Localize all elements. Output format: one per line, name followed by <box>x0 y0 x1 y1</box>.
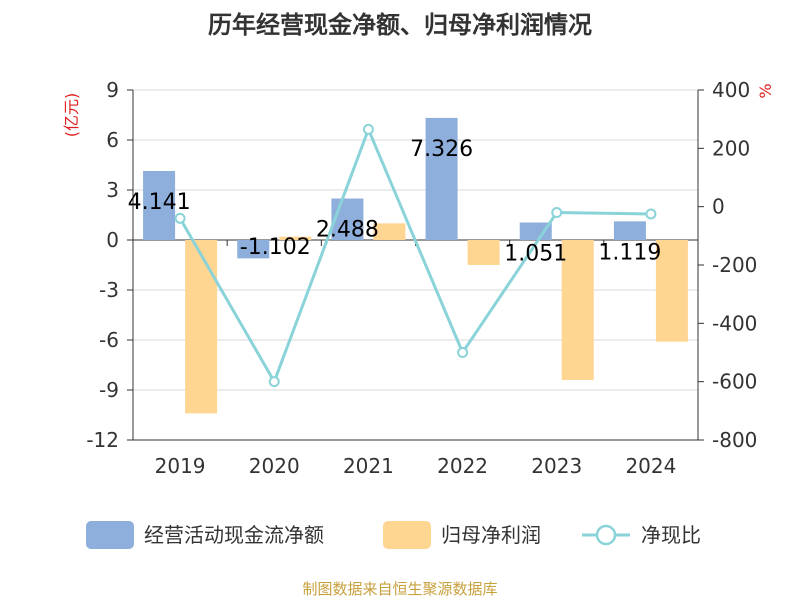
cash-flow-bar <box>613 221 646 240</box>
x-tick-label: 2021 <box>343 454 394 478</box>
cash-flow-bar <box>237 240 270 259</box>
cash-flow-data-label: 1.119 <box>598 240 661 265</box>
y-left-tick-label: -12 <box>86 428 119 452</box>
ratio-point <box>174 212 186 224</box>
legend-swatch-cash-flow <box>86 521 134 549</box>
cash-flow-data-label: 4.141 <box>128 190 191 215</box>
y-right-tick-label: -800 <box>712 428 757 452</box>
cash-flow-bar <box>519 222 552 240</box>
x-tick-label: 2023 <box>531 454 582 478</box>
cash-flow-data-label: 7.326 <box>410 137 473 162</box>
net-profit-bar <box>279 236 312 240</box>
y-left-tick-label: -3 <box>99 278 119 302</box>
ratio-point <box>268 376 280 388</box>
cash-flow-bar <box>425 117 458 240</box>
x-tick-label: 2020 <box>249 454 300 478</box>
ratio-point <box>645 208 657 220</box>
net-profit-bar <box>655 240 688 342</box>
y-right-tick-label: -600 <box>712 370 757 394</box>
y-right-axis-label: % <box>756 83 775 98</box>
ratio-point <box>362 123 374 135</box>
y-right-tick-label: 0 <box>712 195 725 219</box>
axes <box>127 89 704 441</box>
y-left-tick-label: 9 <box>106 78 119 102</box>
ratio-point <box>457 347 469 358</box>
y-right-tick-label: -400 <box>712 311 757 335</box>
y-right-tick-label: 200 <box>712 136 750 160</box>
x-tick-label: 2019 <box>155 454 206 478</box>
cash-flow-data-label: 1.051 <box>504 241 567 266</box>
legend-label-cash-flow: 经营活动现金流净额 <box>144 523 324 547</box>
chart-title: 历年经营现金净额、归母净利润情况 <box>208 11 592 39</box>
legend[interactable]: 经营活动现金流净额 归母净利润 净现比 <box>86 521 701 549</box>
source-note: 制图数据来自恒生聚源数据库 <box>302 580 497 598</box>
y-left-tick-label: 0 <box>106 228 119 252</box>
ratio-point <box>551 207 563 218</box>
cash-flow-bar <box>331 198 364 240</box>
legend-swatch-net-profit <box>383 521 431 549</box>
cash-flow-data-label: -1.102 <box>240 235 311 260</box>
y-left-tick-label: 6 <box>106 128 119 152</box>
bars <box>143 117 688 414</box>
net-profit-bar <box>373 223 406 240</box>
legend-swatch-ratio-marker <box>595 524 617 546</box>
y-right-tick-label: 400 <box>712 78 750 102</box>
y-left-tick-label: 3 <box>106 178 119 202</box>
y-left-tick-label: -9 <box>99 378 119 402</box>
x-tick-label: 2022 <box>437 454 488 478</box>
ratio-polyline <box>178 125 651 386</box>
tick-labels: 9 6 3 0 -3 -6 -9 -12 400 200 0 -200 -400 -600 -800 2019… <box>86 78 757 478</box>
x-tick-label: 2024 <box>625 454 676 478</box>
y-left-axis-label: (亿元) <box>62 93 81 138</box>
legend-label-ratio: 净现比 <box>641 523 701 547</box>
net-profit-bar <box>561 240 594 380</box>
legend-label-net-profit: 归母净利润 <box>441 523 541 547</box>
cash-flow-bar <box>143 170 176 240</box>
net-profit-bar <box>467 240 500 265</box>
y-right-tick-label: -200 <box>712 253 757 277</box>
y-left-tick-label: -6 <box>99 328 119 352</box>
ratio-line <box>174 123 657 388</box>
net-profit-bar <box>185 240 218 414</box>
cash-flow-data-label: 2.488 <box>316 218 379 243</box>
